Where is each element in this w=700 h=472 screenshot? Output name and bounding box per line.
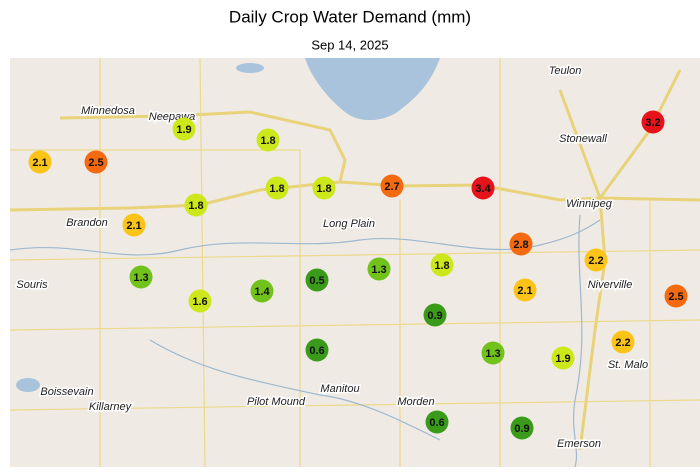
marker-value: 1.8 bbox=[316, 183, 331, 195]
marker-value: 1.3 bbox=[371, 264, 386, 276]
place-label: Brandon bbox=[66, 217, 108, 229]
marker bbox=[84, 150, 108, 174]
marker-value: 2.1 bbox=[517, 285, 532, 297]
marker-value: 2.8 bbox=[513, 239, 528, 251]
place-label: Niverville bbox=[588, 279, 633, 291]
marker bbox=[481, 341, 505, 365]
marker bbox=[510, 416, 534, 440]
marker bbox=[551, 346, 575, 370]
marker bbox=[641, 110, 665, 134]
marker-value: 1.8 bbox=[188, 200, 203, 212]
marker bbox=[380, 174, 404, 198]
marker-value: 1.8 bbox=[260, 135, 275, 147]
marker-value: 2.1 bbox=[126, 220, 141, 232]
marker bbox=[425, 410, 449, 434]
marker bbox=[584, 248, 608, 272]
marker-value: 0.6 bbox=[309, 345, 324, 357]
place-label: Teulon bbox=[549, 65, 582, 77]
marker-value: 0.6 bbox=[429, 417, 444, 429]
marker bbox=[265, 176, 289, 200]
marker bbox=[611, 330, 635, 354]
marker bbox=[250, 279, 274, 303]
marker bbox=[513, 278, 537, 302]
place-label: Stonewall bbox=[559, 133, 607, 145]
subtitle: Sep 14, 2025 bbox=[311, 37, 388, 52]
place-label: Emerson bbox=[557, 438, 601, 450]
marker-value: 1.9 bbox=[176, 124, 191, 136]
marker bbox=[122, 213, 146, 237]
place-label: Killarney bbox=[89, 401, 133, 413]
marker-value: 1.9 bbox=[555, 353, 570, 365]
marker-value: 0.5 bbox=[309, 275, 324, 287]
place-label: Morden bbox=[397, 396, 434, 408]
marker-value: 1.8 bbox=[269, 183, 284, 195]
marker bbox=[509, 232, 533, 256]
place-label: Winnipeg bbox=[566, 198, 613, 210]
marker-value: 2.7 bbox=[384, 181, 399, 193]
marker-value: 1.3 bbox=[133, 272, 148, 284]
marker bbox=[172, 117, 196, 141]
marker-value: 1.3 bbox=[485, 348, 500, 360]
marker bbox=[305, 338, 329, 362]
place-label: Long Plain bbox=[323, 218, 375, 230]
place-label: Souris bbox=[16, 279, 48, 291]
place-label: St. Malo bbox=[608, 359, 648, 371]
title: Daily Crop Water Demand (mm) bbox=[229, 7, 471, 26]
marker bbox=[312, 176, 336, 200]
place-label: Manitou bbox=[320, 383, 359, 395]
marker bbox=[423, 303, 447, 327]
place-label: Minnedosa bbox=[81, 105, 135, 117]
marker-value: 3.2 bbox=[645, 117, 660, 129]
marker-value: 0.9 bbox=[427, 310, 442, 322]
marker-value: 1.6 bbox=[192, 296, 207, 308]
place-label: Pilot Mound bbox=[247, 396, 306, 408]
place-label: Boissevain bbox=[40, 386, 93, 398]
marker-value: 2.2 bbox=[615, 337, 630, 349]
markers: 1.9 2.1 2.5 1.8 1.8 1.8 2.7 3.4 3.2 1.8 2.1 2.8 2.2 1… bbox=[28, 110, 688, 440]
marker bbox=[471, 176, 495, 200]
marker bbox=[430, 253, 454, 277]
marker-value: 3.4 bbox=[475, 183, 491, 195]
marker-value: 2.1 bbox=[32, 157, 47, 169]
marker bbox=[664, 284, 688, 308]
marker-value: 2.2 bbox=[588, 255, 603, 267]
marker-value: 1.4 bbox=[254, 286, 270, 298]
marker bbox=[129, 265, 153, 289]
marker-value: 2.5 bbox=[88, 157, 103, 169]
marker bbox=[256, 128, 280, 152]
marker bbox=[28, 150, 52, 174]
marker bbox=[367, 257, 391, 281]
marker-value: 0.9 bbox=[514, 423, 529, 435]
marker bbox=[184, 193, 208, 217]
marker-value: 1.8 bbox=[434, 260, 449, 272]
marker-value: 2.5 bbox=[668, 291, 683, 303]
marker bbox=[188, 289, 212, 313]
marker bbox=[305, 268, 329, 292]
